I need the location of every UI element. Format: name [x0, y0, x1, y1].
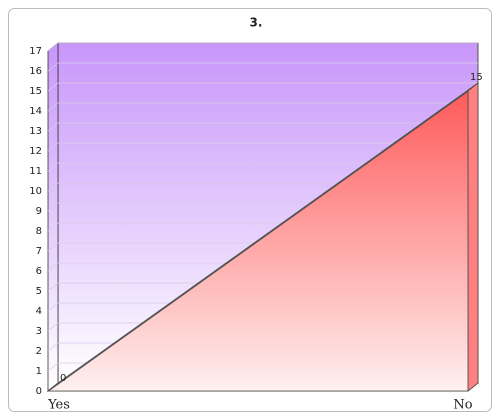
y-tick-label: 2	[36, 346, 42, 357]
y-tick-label: 14	[29, 106, 42, 117]
y-tick-label: 17	[29, 46, 42, 57]
grid-line	[47, 102, 478, 112]
x-tick-label: Yes	[47, 398, 70, 413]
y-tick-label: 1	[36, 366, 42, 377]
area-line	[47, 90, 469, 392]
y-tick-label: 12	[29, 146, 42, 157]
x-tick-label: No	[453, 398, 472, 413]
y-tick-label: 3	[36, 326, 42, 337]
y-tick-label: 13	[29, 126, 42, 137]
y-tick-label: 5	[36, 286, 42, 297]
area-side-face	[467, 82, 479, 392]
y-tick-label: 9	[36, 206, 42, 217]
grid-line	[47, 62, 478, 72]
y-tick-label: 8	[36, 226, 42, 237]
side-wall	[47, 42, 59, 392]
y-tick-label: 16	[29, 66, 42, 77]
grid-line	[47, 82, 478, 92]
grid-line	[47, 122, 478, 132]
y-tick-label: 6	[36, 266, 42, 277]
value-label: 0	[60, 373, 66, 384]
y-tick-label: 7	[36, 246, 42, 257]
grid-line	[47, 42, 478, 52]
grid-line	[47, 162, 478, 172]
chart-title: 3.	[250, 16, 263, 30]
grid-line	[47, 142, 478, 152]
y-tick-label: 4	[36, 306, 42, 317]
y-tick-label: 15	[29, 86, 42, 97]
y-tick-label: 0	[36, 386, 42, 397]
y-tick-label: 11	[29, 166, 42, 177]
y-tick-label: 10	[29, 186, 42, 197]
value-label: 15	[470, 72, 483, 83]
